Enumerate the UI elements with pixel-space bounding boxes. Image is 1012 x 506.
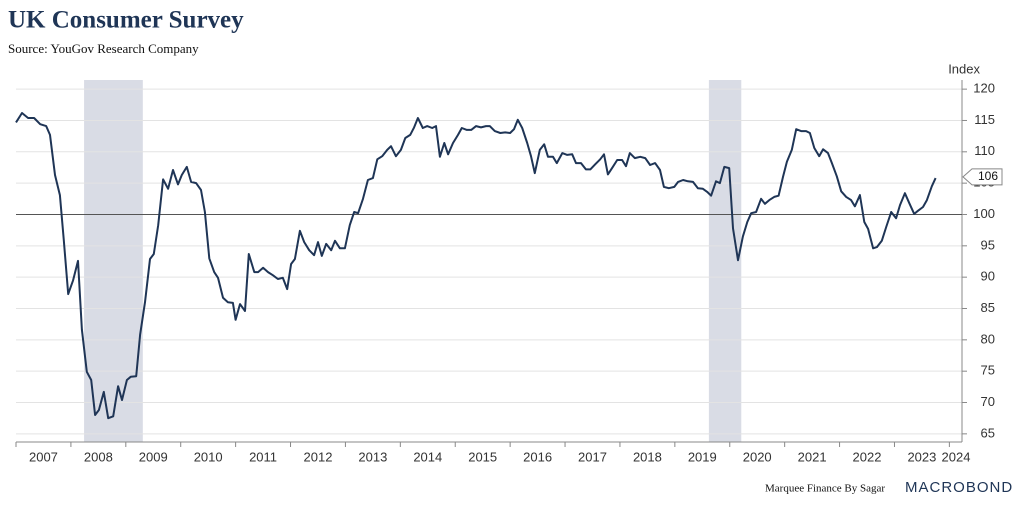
x-tick-label: 2010 [194,449,223,464]
value-callout [962,168,1003,186]
x-tick-label: 2007 [29,449,58,464]
x-tick-label: 2017 [578,449,607,464]
x-tick-label: 2012 [304,449,333,464]
footer: Marquee Finance By Sagar [765,483,885,495]
y-axis-label: Index [948,61,980,76]
chart-subtitle: Source: YouGov Research Company [8,41,199,56]
y-tick-label: 115 [974,112,995,127]
y-tick-label: 65 [981,425,995,440]
x-tick-label: 2015 [468,449,497,464]
y-tick-label: 90 [981,269,995,284]
y-tick-label: 80 [981,331,995,346]
x-tick-label: 2023 [907,449,936,464]
y-tick-label: 110 [974,143,995,158]
shaded-period [84,80,143,442]
x-tick-label: 2024 [942,449,971,464]
x-tick-label: 2016 [523,449,552,464]
x-tick-label: 2019 [688,449,717,464]
x-tick-label: 2008 [84,449,113,464]
chart-title: UK Consumer Survey [8,7,244,34]
x-tick-label: 2022 [853,449,882,464]
y-tick-label: 70 [981,394,995,409]
y-tick-label: 100 [973,206,995,221]
line [15,112,937,420]
x-tick-label: 2021 [798,449,827,464]
value-callout-label: 106 [978,169,998,183]
x-tick-label: 2011 [249,449,277,464]
y-tick-label: 85 [981,300,995,315]
x-tick-label: 2014 [413,449,442,464]
x-tick-label: 2013 [358,449,387,464]
y-tick-label: 75 [981,363,995,378]
logo: MACROBOND [905,479,1012,496]
x-tick-label: 2009 [139,449,168,464]
shaded-period [708,80,742,442]
x-tick-label: 2018 [633,449,662,464]
y-tick-label: 95 [981,237,995,252]
y-tick-label: 120 [973,81,995,96]
x-tick-label: 2020 [743,449,772,464]
